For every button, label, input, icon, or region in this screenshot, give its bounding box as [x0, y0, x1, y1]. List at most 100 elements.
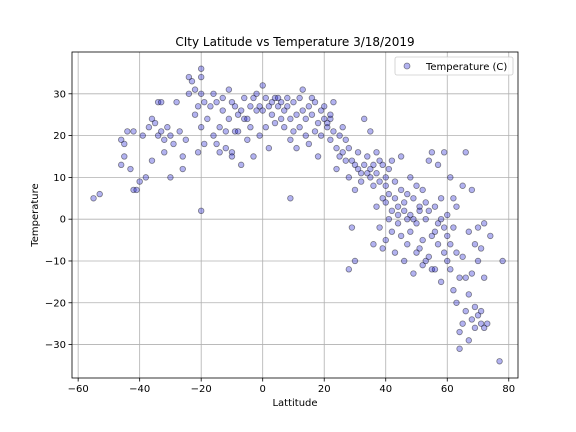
data-point [287, 115, 294, 123]
data-point [216, 149, 223, 156]
data-point [373, 149, 380, 156]
data-point [422, 257, 429, 265]
data-point [471, 303, 479, 311]
data-point [151, 119, 159, 127]
data-point [256, 103, 263, 110]
data-point [450, 224, 457, 231]
data-point [182, 136, 190, 143]
data-point [397, 153, 405, 160]
data-point [431, 203, 439, 210]
data-point [265, 144, 273, 152]
data-point [253, 90, 260, 97]
data-point [191, 86, 199, 93]
chart-title: CIty Latitude vs Temperature 3/18/2019 [175, 35, 414, 49]
data-point [250, 94, 257, 102]
data-point [308, 111, 316, 118]
data-point [296, 124, 303, 131]
data-point [388, 207, 396, 215]
data-point [222, 144, 229, 152]
data-point [388, 228, 396, 235]
data-point [407, 228, 414, 235]
data-point [376, 224, 383, 231]
data-point [382, 236, 389, 244]
data-point [197, 207, 205, 215]
data-point [465, 228, 472, 235]
data-point [247, 103, 254, 110]
data-point [281, 107, 288, 114]
data-point [287, 195, 294, 202]
data-point [364, 153, 371, 160]
data-point [231, 128, 239, 135]
data-point [296, 94, 303, 102]
data-point [179, 165, 186, 173]
data-point [324, 124, 331, 131]
data-point [293, 144, 300, 152]
data-point [404, 215, 411, 223]
data-point [357, 178, 365, 185]
data-point [284, 94, 291, 102]
data-point [447, 266, 454, 273]
data-point [480, 220, 488, 227]
data-point [422, 199, 429, 206]
data-point [496, 358, 503, 365]
data-point [434, 241, 442, 248]
data-point [330, 98, 337, 106]
data-point [480, 274, 488, 281]
x-tick-label: −20 [191, 384, 212, 395]
data-point [376, 178, 383, 185]
data-point [394, 220, 402, 227]
legend-marker [403, 62, 411, 70]
data-point [188, 78, 196, 85]
x-tick-label: 40 [379, 384, 392, 395]
data-point [173, 98, 180, 106]
data-point [400, 199, 408, 206]
data-point [428, 266, 436, 273]
data-point [290, 98, 297, 106]
data-point [317, 132, 325, 139]
data-point [228, 149, 236, 156]
data-point [364, 170, 371, 177]
data-point [179, 153, 186, 160]
data-point [244, 136, 251, 143]
data-point [419, 236, 426, 244]
data-point [459, 320, 466, 327]
data-point [431, 266, 439, 273]
data-point [391, 178, 399, 185]
data-point [262, 124, 269, 131]
data-point [234, 111, 242, 118]
data-point [336, 153, 343, 160]
data-point [376, 157, 383, 164]
data-point [121, 140, 128, 148]
data-point [459, 182, 466, 189]
data-point [268, 111, 276, 118]
data-point [222, 128, 229, 135]
legend-label: Temperature (C) [425, 62, 507, 73]
data-point [154, 98, 162, 106]
data-point [468, 186, 476, 194]
data-point [259, 107, 266, 114]
data-point [201, 98, 208, 106]
data-point [133, 186, 140, 194]
data-point [293, 111, 300, 118]
data-point [407, 211, 414, 219]
data-point [385, 190, 393, 198]
data-point [250, 153, 257, 160]
data-point [425, 157, 432, 164]
data-point [434, 220, 442, 227]
data-point [447, 174, 454, 181]
data-point [404, 190, 411, 198]
data-point [394, 203, 402, 210]
data-point [348, 157, 356, 164]
data-point [422, 215, 429, 223]
y-axis-label: Temperature [30, 183, 41, 247]
data-point [471, 324, 479, 332]
data-point [385, 165, 393, 173]
plot-frame [71, 51, 519, 379]
y-tick-label: −10 [45, 256, 66, 267]
data-point [391, 195, 399, 202]
y-tick-label: −20 [45, 298, 66, 309]
data-point [447, 241, 454, 248]
data-point [348, 224, 356, 231]
data-point [453, 299, 460, 306]
